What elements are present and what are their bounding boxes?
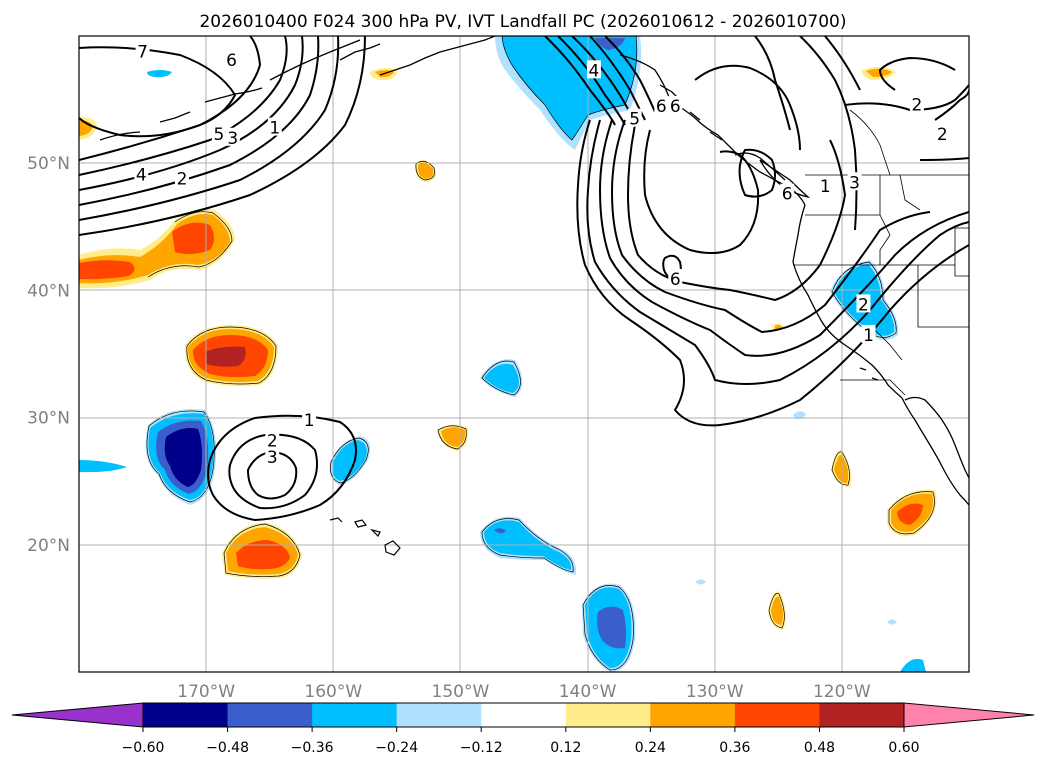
colorbar-tick-label: −0.12	[460, 740, 503, 756]
colorbar-tick-label: −0.60	[122, 740, 165, 756]
colorbar-segment	[819, 703, 905, 727]
contour-label: 1	[863, 326, 874, 346]
lat-tick-label: 40°N	[27, 281, 70, 301]
pv-neg-31n-small	[793, 411, 806, 420]
pv-neg-bottom-right	[900, 658, 926, 672]
colorbar-tick-label: 0.36	[719, 740, 750, 756]
contour-label-bg	[135, 41, 150, 60]
lat-tick-label: 30°N	[27, 409, 70, 429]
contour-label: 2	[937, 125, 948, 145]
contour-label-bg	[847, 172, 862, 191]
colorbar-tick-label: −0.24	[375, 740, 418, 756]
contour-label: 5	[629, 110, 640, 130]
contour-label-bg	[211, 123, 226, 142]
contour-label: 3	[227, 129, 238, 149]
coastlines	[99, 36, 969, 506]
lon-tick-label: 170°W	[177, 682, 235, 702]
pv-neg-gulf-alaska-core	[502, 36, 637, 140]
lon-tick-label: 150°W	[432, 682, 490, 702]
figure-title: 2026010400 F024 300 hPa PV, IVT Landfall…	[199, 12, 846, 32]
colorbar-tick-label: 0.60	[888, 740, 919, 756]
contour-label: 6	[670, 270, 681, 290]
contour-label: 1	[304, 411, 315, 431]
lat-tick-labels: 50°N 40°N 30°N 20°N	[27, 154, 70, 556]
map-content	[79, 36, 969, 672]
contour-label-bg	[267, 117, 282, 136]
colorbar-frame	[142, 702, 905, 728]
colorbar-segment	[565, 703, 651, 727]
contour-label-bg	[302, 410, 317, 429]
pv-shading	[79, 36, 937, 672]
contour-label-bg	[225, 127, 240, 146]
pv-neg-left-26n	[79, 460, 127, 473]
contour-label-bg	[134, 164, 149, 183]
contour-label-bg	[174, 168, 189, 187]
contour-label: 2	[267, 431, 278, 451]
colorbar-tick-label: −0.48	[206, 740, 249, 756]
contour-label: 6	[226, 51, 237, 71]
pv-neg-17n-small	[695, 579, 706, 585]
lat-tick-label: 20°N	[27, 536, 70, 556]
colorbar-segment	[396, 703, 482, 727]
lon-tick-label: 120°W	[813, 682, 871, 702]
colorbar-segment	[312, 703, 398, 727]
ivt-contours	[79, 36, 969, 522]
hawaii-islands	[329, 517, 401, 556]
contour-label: 4	[589, 61, 600, 81]
contour-label-bg	[224, 50, 239, 69]
colorbar-extend-high	[903, 702, 1035, 728]
contour-label-bg	[818, 176, 833, 195]
colorbar-segment	[143, 703, 229, 727]
contour-label-bg	[935, 123, 950, 142]
colorbar-segment	[650, 703, 736, 727]
contour-label-bg	[265, 430, 280, 449]
lon-tick-label: 130°W	[686, 682, 744, 702]
contour-label: 3	[267, 448, 278, 468]
colorbar-tick-label: 0.12	[550, 740, 581, 756]
contour-label: 7	[137, 42, 148, 62]
contour-label-bg	[654, 95, 669, 114]
contour-label-bg	[586, 60, 601, 79]
lon-tick-label: 160°W	[304, 682, 362, 702]
contour-label-bg	[861, 324, 876, 343]
pv-neg-gulf-alaska-inner	[595, 38, 625, 50]
contour-label: 5	[213, 125, 224, 145]
contour-label-bg	[780, 183, 795, 202]
contour-label: 6	[670, 97, 681, 117]
contour-label: 1	[820, 177, 831, 197]
contour-label-bg	[265, 447, 280, 466]
pv-neg-14n-small	[887, 619, 897, 625]
contour-label-bg	[627, 108, 642, 127]
lon-tick-labels: 170°W 160°W 150°W 140°W 130°W 120°W	[177, 682, 871, 702]
pv-neg-tl	[147, 70, 172, 78]
colorbar-segment	[734, 703, 820, 727]
contour-label: 1	[269, 119, 280, 139]
contour-label: 2	[911, 96, 922, 116]
contour-label-bg	[909, 94, 924, 113]
colorbar-extend-low	[11, 702, 144, 728]
colorbar: −0.60 −0.48 −0.36 −0.24 −0.12 0.12 0.24 0.36 0.4…	[11, 702, 1035, 756]
colorbar-tick-label: −0.36	[291, 740, 334, 756]
contour-label: 3	[849, 173, 860, 193]
map-frame	[78, 35, 970, 673]
contour-label: 2	[858, 295, 869, 315]
contour-label-bg	[668, 95, 683, 114]
colorbar-tick-label: 0.24	[635, 740, 666, 756]
contour-label: 4	[136, 166, 147, 186]
lon-tick-label: 140°W	[559, 682, 617, 702]
lat-tick-label: 50°N	[27, 154, 70, 174]
contour-label: 6	[656, 97, 667, 117]
contour-label-bg	[668, 268, 683, 287]
colorbar-segment	[481, 703, 567, 727]
contour-label: 6	[782, 185, 793, 205]
colorbar-tick-label: 0.48	[804, 740, 835, 756]
contour-label-bg	[856, 294, 871, 313]
contour-label: 2	[177, 169, 188, 189]
colorbar-segment	[227, 703, 313, 727]
